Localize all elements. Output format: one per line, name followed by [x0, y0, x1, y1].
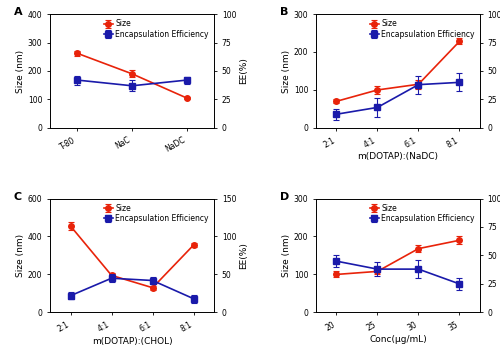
Y-axis label: EE(%): EE(%): [239, 58, 248, 84]
Legend: Size, Encapsulation Efficiency: Size, Encapsulation Efficiency: [102, 202, 210, 225]
Legend: Size, Encapsulation Efficiency: Size, Encapsulation Efficiency: [102, 18, 210, 40]
Y-axis label: Size (nm): Size (nm): [282, 234, 291, 277]
Text: B: B: [280, 7, 288, 17]
X-axis label: m(DOTAP):(NaDC): m(DOTAP):(NaDC): [358, 152, 438, 161]
X-axis label: Conc(μg/mL): Conc(μg/mL): [369, 336, 427, 344]
Text: D: D: [280, 192, 289, 202]
Legend: Size, Encapsulation Efficiency: Size, Encapsulation Efficiency: [368, 202, 476, 225]
Text: C: C: [14, 192, 22, 202]
Y-axis label: Size (nm): Size (nm): [282, 49, 291, 93]
Y-axis label: EE(%): EE(%): [239, 242, 248, 269]
Y-axis label: Size (nm): Size (nm): [16, 49, 25, 93]
Text: A: A: [14, 7, 22, 17]
X-axis label: m(DOTAP):(CHOL): m(DOTAP):(CHOL): [92, 337, 172, 346]
Legend: Size, Encapsulation Efficiency: Size, Encapsulation Efficiency: [368, 18, 476, 40]
Y-axis label: Size (nm): Size (nm): [16, 234, 25, 277]
